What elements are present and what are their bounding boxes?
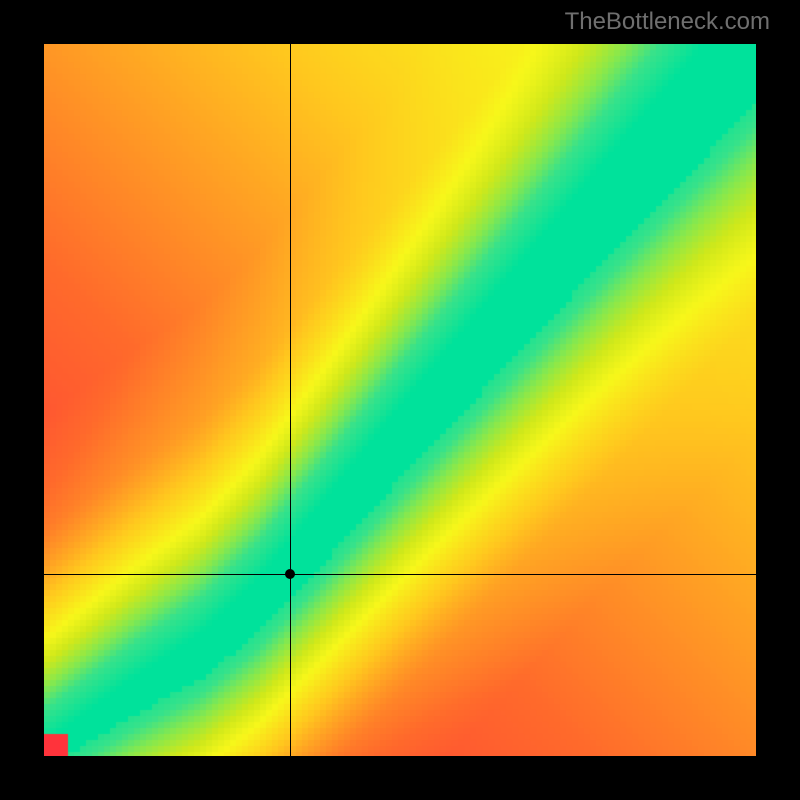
heatmap-chart [44, 44, 756, 756]
watermark-text: TheBottleneck.com [565, 8, 770, 36]
crosshair-horizontal [44, 574, 756, 575]
marker-point [285, 569, 295, 579]
crosshair-vertical [290, 44, 291, 756]
heatmap-canvas [44, 44, 756, 756]
